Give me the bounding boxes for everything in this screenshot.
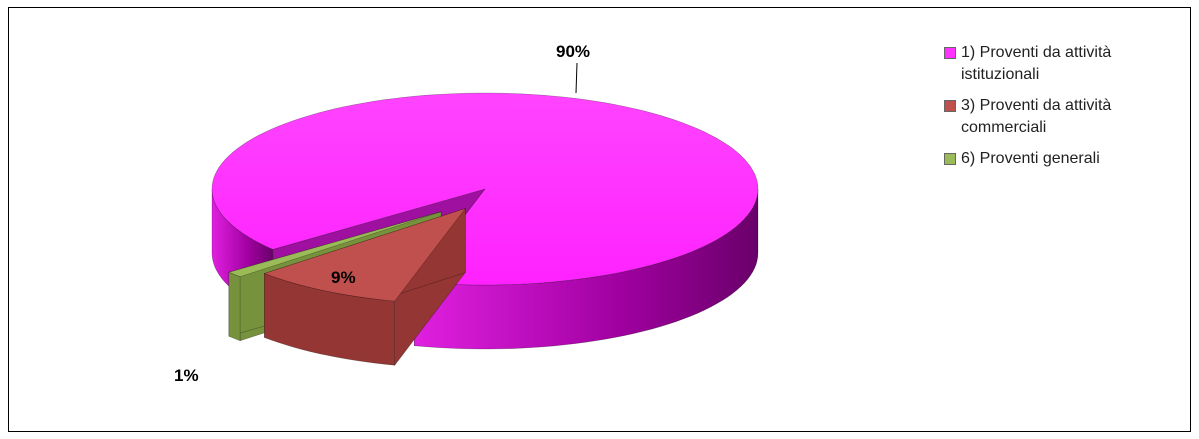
legend-swatch-red xyxy=(944,100,956,112)
legend-label: 1) Proventi da attività istituzionali xyxy=(961,44,1112,83)
chart-area: 90% 9% 1% 1) Proventi da attività istituzi… xyxy=(8,7,1191,432)
legend-label: 3) Proventi da attività commerciali xyxy=(961,97,1112,136)
data-label-commerciali: 9% xyxy=(331,268,356,287)
legend-entry-istituzionali: 1) Proventi da attività istituzionali xyxy=(944,42,1194,86)
leader-line-istituzionali xyxy=(575,62,578,94)
data-label-generali: 1% xyxy=(174,366,199,385)
slice-top-commerciali xyxy=(263,207,467,302)
legend-swatch-magenta xyxy=(944,47,956,59)
data-label-istituzionali: 90% xyxy=(556,42,590,61)
legend-label: 6) Proventi generali xyxy=(961,150,1100,167)
pie-slice-commerciali xyxy=(263,207,467,367)
legend-entry-commerciali: 3) Proventi da attività commerciali xyxy=(944,95,1194,139)
legend-entry-generali: 6) Proventi generali xyxy=(944,148,1194,170)
slice-side-commerciali xyxy=(264,273,395,366)
legend-swatch-green xyxy=(944,153,956,165)
slice-top-generali xyxy=(227,211,442,278)
chart-legend: 1) Proventi da attività istituzionali 3)… xyxy=(944,42,1194,179)
slice-top-istituzionali xyxy=(211,92,759,286)
pie-chart: 90% 9% 1% xyxy=(174,42,759,385)
slice-side-generali xyxy=(228,271,241,342)
